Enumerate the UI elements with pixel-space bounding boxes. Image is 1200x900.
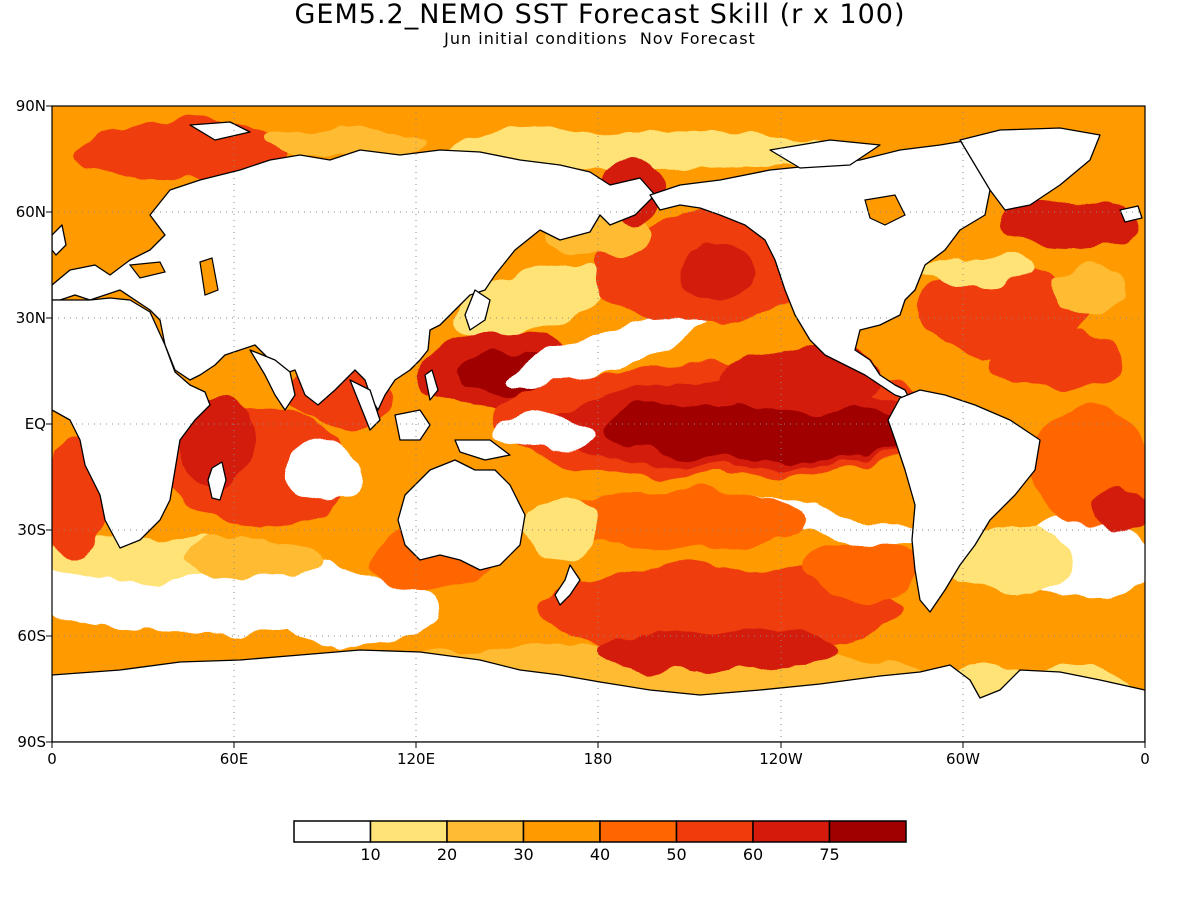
skill-region: [800, 540, 920, 600]
lat-label-60n: 60N: [15, 203, 46, 221]
skill-region: [1050, 265, 1130, 315]
skill-region: [990, 330, 1130, 390]
lon-label-180: 180: [583, 750, 613, 768]
land-seasia: [349, 379, 381, 431]
lat-label-eq: EQ: [24, 415, 46, 433]
lon-label-0: 0: [47, 750, 57, 768]
land-antarctica: [52, 649, 1145, 742]
land-greenland: [959, 127, 1101, 211]
land-iceland: [1119, 205, 1143, 223]
hudson-bay: [864, 194, 906, 226]
land-madagascar: [207, 461, 227, 501]
lon-label-60w: 60W: [946, 750, 980, 768]
map-subtitle: Jun initial conditions Nov Forecast: [444, 29, 756, 48]
skill-region: [1090, 485, 1145, 535]
lat-label-90s: 90S: [17, 733, 46, 751]
skill-region: [1000, 200, 1140, 250]
black-sea: [128, 261, 166, 279]
colorbar-swatch: [675, 820, 754, 843]
map-title: GEM5.2_NEMO SST Forecast Skill (r x 100): [294, 0, 906, 30]
skill-region: [600, 628, 840, 672]
colorbar-swatch: [752, 820, 831, 843]
skill-region: [540, 565, 900, 655]
lon-label-120w: 120W: [759, 750, 803, 768]
land-borneo: [394, 409, 431, 441]
land-south-america: [887, 389, 1041, 613]
skill-region: [490, 412, 590, 448]
skill-region: [52, 535, 220, 585]
colorbar-swatch: [599, 820, 678, 843]
colorbar-swatch: [293, 820, 372, 843]
land-newguinea: [454, 439, 511, 461]
skill-region: [285, 440, 365, 500]
skill-region: [680, 240, 760, 300]
land-svalbard: [189, 121, 251, 141]
skill-region: [280, 575, 440, 645]
colorbar: [293, 820, 907, 843]
skill-region: [270, 125, 430, 155]
skill-region: [452, 265, 608, 335]
skill-region: [180, 540, 320, 580]
land-canada-arctic: [769, 139, 881, 169]
lat-label-60s: 60S: [17, 627, 46, 645]
skill-region: [520, 500, 600, 560]
lon-label-120e: 120E: [396, 750, 436, 768]
skill-region: [920, 255, 1040, 285]
axis-ticks: [46, 105, 1146, 748]
colorbar-swatch: [828, 820, 907, 843]
lat-label-30n: 30N: [15, 309, 46, 327]
colorbar-label: 75: [819, 845, 840, 864]
colorbar-label: 20: [436, 845, 458, 864]
land-philippines: [424, 369, 439, 401]
colorbar-label: 50: [666, 845, 687, 864]
lon-label-60e: 60E: [219, 750, 249, 768]
colorbar-label: 40: [589, 845, 611, 864]
lat-label-90n: 90N: [15, 97, 46, 115]
skill-region: [550, 490, 810, 550]
land-eurasia: [52, 149, 656, 411]
skill-region: [950, 525, 1070, 595]
land-japan: [464, 289, 491, 331]
colorbar-label: 30: [513, 845, 534, 864]
land-australia: [397, 459, 526, 571]
land-newzealand: [554, 564, 581, 606]
land-north-america: [649, 137, 1021, 401]
land: [52, 121, 1145, 742]
skill-region: [440, 130, 840, 170]
skill-region: [505, 311, 715, 389]
lat-label-30s: 30S: [17, 521, 46, 539]
land-africa: [52, 297, 211, 549]
colorbar-label: 60: [742, 845, 764, 864]
caspian-sea: [199, 257, 219, 296]
colorbar-swatch: [369, 820, 448, 843]
grid-lines: [52, 106, 1145, 742]
colorbar-swatch: [446, 820, 525, 843]
inland-water: [128, 194, 906, 296]
colorbar-swatch: [522, 820, 601, 843]
land-india: [249, 349, 296, 411]
skill-region: [600, 400, 920, 460]
colorbar-label: 10: [360, 845, 381, 864]
lon-label-0-east: 0: [1140, 750, 1150, 768]
land-uk: [52, 224, 67, 256]
